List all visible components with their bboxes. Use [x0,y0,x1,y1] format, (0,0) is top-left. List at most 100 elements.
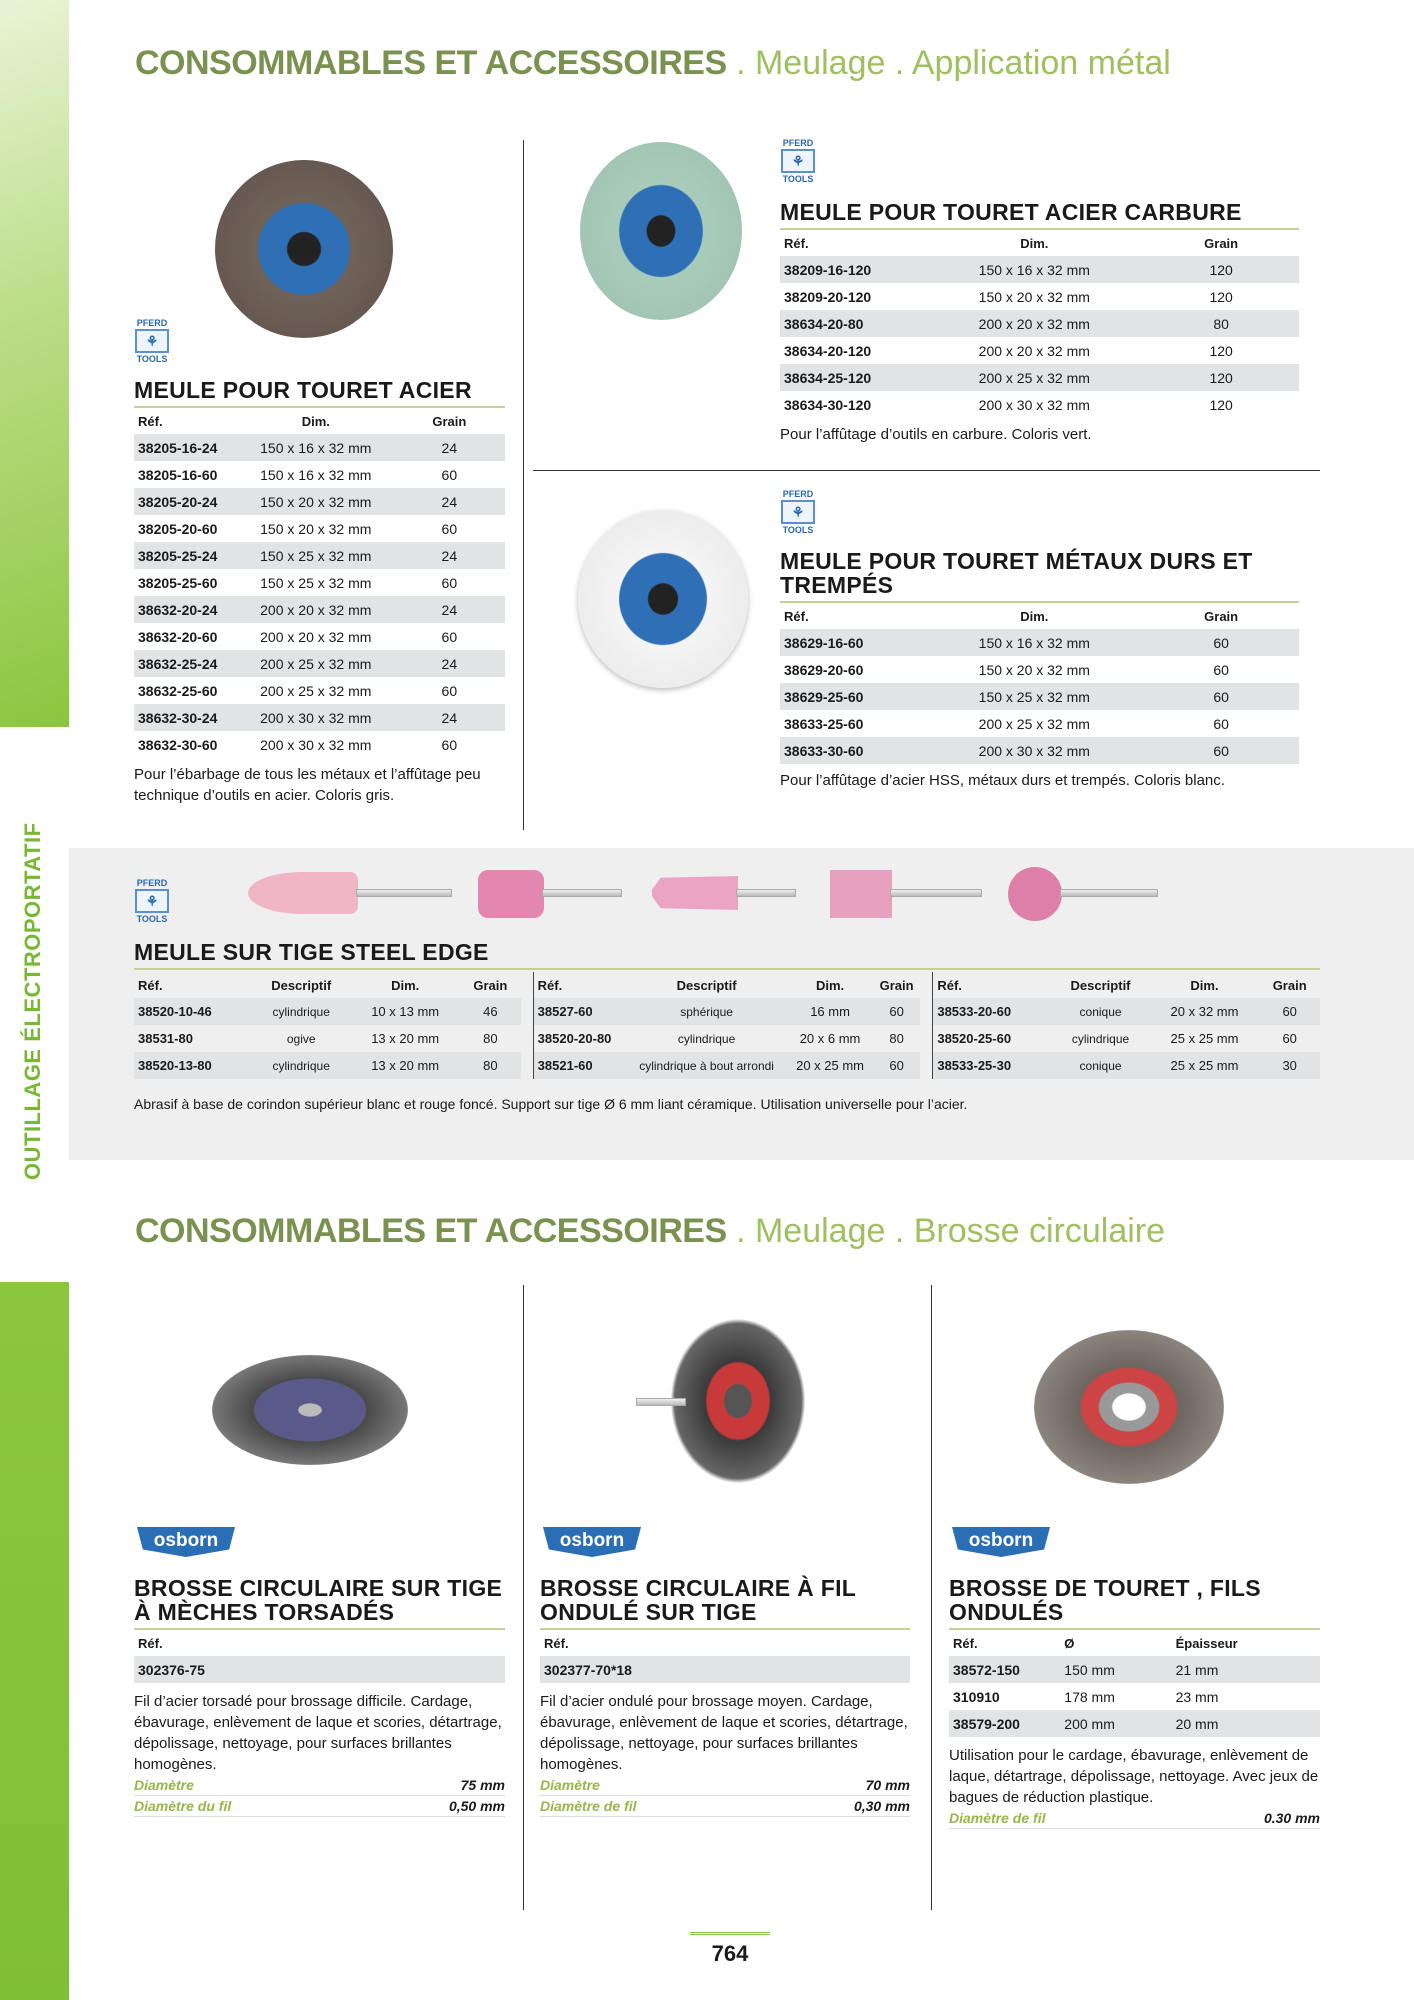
product-brosse-meches-torsades: BROSSE CIRCULAIRE SUR TIGE À MÈCHES TORS… [134,1576,505,1817]
column-header: Réf. [138,414,163,429]
table-row: 38572-150 150 mm 21 mm [949,1656,1320,1683]
spec-table: Réf. Descriptif Dim. Grain 38533-20-60 coniqu… [933,972,1321,1079]
table-cell: 60 [441,628,458,645]
product-title: BROSSE DE TOURET , FILS ONDULÉS [949,1576,1320,1630]
pferd-logo: PFERD ⚘ TOOLS [781,489,815,535]
table-cell: 200 x 25 x 32 mm [260,682,372,699]
spec-label: Diamètre [134,1777,194,1793]
product-description: Fil d’acier ondulé pour brossage moyen. … [540,1693,908,1773]
column-header: Réf. [953,1636,978,1651]
point-cylinder-image [830,870,892,918]
shank [356,889,452,897]
spec-value: 0.30 mm [1263,1810,1320,1826]
table-cell: 200 x 20 x 32 mm [925,310,1144,337]
table-row: 38629-16-60 150 x 16 x 32 mm 60 [780,629,1299,656]
column-header: Réf. [138,978,163,993]
table-cell: sphérique [625,998,788,1025]
column-header: Grain [432,414,467,429]
table-cell: 10 x 13 mm [350,998,460,1025]
section-title-main: CONSOMMABLES ET ACCESSOIRES [135,1212,727,1250]
section-title-metal: CONSOMMABLES ET ACCESSOIRES . Meulage . … [135,44,1171,83]
table-row: 38533-25-30 conique 25 x 25 mm 30 [933,1052,1321,1079]
table-cell: 120 [1209,342,1233,359]
table-cell: 38629-25-60 [780,683,926,710]
section-title-main: CONSOMMABLES ET ACCESSOIRES [135,44,727,82]
table-header-row: Réf. Ø Épaisseur [949,1630,1320,1656]
table-row: 38634-30-120 200 x 30 x 32 mm 120 [780,391,1299,418]
table-cell: 20 x 6 mm [799,1031,861,1046]
section-title-sub: . Meulage . Brosse circulaire [726,1212,1166,1250]
table-row: 38205-16-24 150 x 16 x 32 mm 24 [134,434,505,461]
sidebar-decoration-top [0,0,69,727]
table-cell: 30 [1259,1052,1321,1079]
table-cell: 24 [393,596,505,623]
spec-table: Réf. Dim. Grain 38629-16-60 150 x 16 x 32 mm… [780,603,1299,764]
mounted-points-images [248,867,1168,921]
table-cell: 24 [393,542,505,569]
shank [542,889,622,897]
table-row: 302377-70*18 [540,1656,910,1683]
product-brosse-fil-ondule: BROSSE CIRCULAIRE À FIL ONDULÉ SUR TIGE R… [540,1576,910,1817]
table-cell: 150 mm [1060,1656,1172,1683]
mounted-table-3: Réf. Descriptif Dim. Grain 38533-20-60 coniqu… [932,972,1321,1079]
column-divider [523,1285,524,1910]
table-cell: 120 [1209,396,1233,413]
table-row: 38521-60 cylindrique à bout arrondi 20 x 2… [533,1052,921,1079]
table-row: 38632-25-24 200 x 25 x 32 mm 24 [134,650,505,677]
table-row: 310910 178 mm 23 mm [949,1683,1320,1710]
product-meule-touret-metaux-durs: MEULE POUR TOURET MÉTAUX DURS ET TREMPÉS… [780,549,1299,791]
table-cell: 38632-20-60 [138,628,218,645]
table-header-row: Réf. Dim. Grain [780,603,1299,629]
table-row: 38579-200 200 mm 20 mm [949,1710,1320,1737]
spec-label: Diamètre de fil [949,1810,1046,1826]
column-header: Dim. [815,978,845,993]
grinding-wheel-green-image [580,142,742,320]
point-ogive-image [248,872,358,914]
column-header: Grain [1204,236,1239,251]
table-cell: 200 x 25 x 32 mm [925,364,1144,391]
table-row: 38633-30-60 200 x 30 x 32 mm 60 [780,737,1299,764]
table-cell: 38633-25-60 [784,715,864,732]
table-cell: 80 [889,1031,904,1046]
table-cell: ogive [286,1031,316,1046]
column-header: Dim. [1020,236,1049,251]
table-cell: 38629-20-60 [784,661,864,678]
table-cell: 150 x 16 x 32 mm [925,256,1144,283]
table-cell: 200 x 30 x 32 mm [925,737,1144,764]
bench-wire-brush-image [1034,1330,1224,1484]
table-cell: 38209-20-120 [784,288,872,305]
mounted-points-description: Abrasif à base de corindon supérieur bla… [134,1096,968,1112]
table-header-row: Réf. Descriptif Dim. Grain [134,972,521,998]
column-header: Réf. [544,1636,569,1651]
table-cell: 178 mm [1064,1688,1115,1705]
pferd-logo: PFERD ⚘ TOOLS [781,138,815,184]
table-cell: 200 mm [1060,1710,1172,1737]
osborn-logo: osborn [543,1527,641,1557]
osborn-logo: osborn [952,1527,1050,1557]
table-cell: 120 [1209,288,1233,305]
table-cell: 302376-75 [134,1656,505,1683]
column-header: Réf. [138,1636,163,1651]
table-cell: 38520-10-46 [134,998,253,1025]
table-cell: 25 x 25 mm [1149,1052,1260,1079]
table-cell: 20 mm [1171,1710,1320,1737]
table-cell: 38520-13-80 [134,1052,253,1079]
table-header-row: Réf. [134,1630,505,1656]
column-header: Grain [1204,609,1239,624]
pferd-logo: PFERD ⚘ TOOLS [135,318,169,364]
table-cell: 38633-30-60 [780,737,926,764]
table-cell: 150 x 25 x 32 mm [237,542,394,569]
point-sphere-image [1008,867,1062,921]
table-cell: 150 x 16 x 32 mm [925,629,1144,656]
table-cell: 60 [872,998,921,1025]
table-row: 38205-25-60 150 x 25 x 32 mm 60 [134,569,505,596]
shank [736,889,796,897]
mounted-table-1: Réf. Descriptif Dim. Grain 38520-10-46 cylind… [134,972,521,1079]
table-cell: 38634-30-120 [784,396,872,413]
table-cell: 150 x 25 x 32 mm [260,574,372,591]
product-meule-touret-carbure: MEULE POUR TOURET ACIER CARBURE Réf. Dim. G… [780,200,1299,445]
table-cell: 200 x 20 x 32 mm [237,596,394,623]
table-cell: 120 [1143,364,1299,391]
point-cylinder-image [478,870,544,918]
table-cell: 38579-200 [949,1710,1061,1737]
